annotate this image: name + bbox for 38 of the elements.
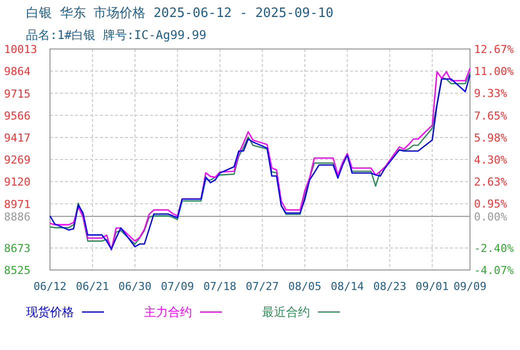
chart-title: 白银 华东 市场价格 2025-06-12 - 2025-09-10 [26, 6, 334, 21]
y-tick-label: 9566 [4, 109, 30, 122]
y-tick-label: 8886 [4, 210, 30, 224]
x-tick-label: 08/23 [373, 280, 406, 293]
y2-tick-label: -4.07% [474, 264, 514, 277]
chart-subtitle: 品名:1#白银 牌号:IC-Ag99.99 [26, 28, 206, 42]
y2-tick-label: 4.30% [474, 154, 508, 166]
x-tick-label: 06/21 [76, 280, 110, 293]
y-tick-label: 9417 [4, 132, 30, 145]
y2-tick-label: 5.98% [474, 131, 508, 144]
x-tick-label: 06/30 [118, 280, 152, 293]
y-tick-label: 8525 [4, 264, 30, 277]
x-tick-label: 08/05 [288, 280, 322, 293]
y2-tick-label: 12.67% [474, 43, 514, 56]
y2-tick-label: 9.33% [474, 87, 508, 100]
legend-label: 现货价格 [26, 305, 74, 319]
legend-label: 主力合约 [144, 305, 192, 319]
y-tick-label: 8971 [4, 198, 30, 211]
y2-tick-label: 0.95% [474, 198, 508, 211]
y-tick-label: 8673 [4, 242, 30, 256]
x-tick-label: 07/09 [160, 280, 194, 293]
x-tick-label: 06/12 [33, 280, 67, 293]
y2-tick-label: 2.63% [474, 176, 508, 189]
y2-tick-label: 11.00% [474, 65, 514, 78]
legend-label: 最近合约 [262, 305, 310, 319]
x-tick-label: 07/18 [203, 280, 236, 293]
y-tick-label: 9864 [4, 65, 31, 78]
x-tick-label: 08/14 [330, 280, 364, 293]
x-tick-label: 09/01 [416, 280, 449, 293]
x-tick-label: 09/09 [453, 280, 487, 293]
y-tick-label: 10013 [4, 43, 38, 56]
y-tick-label: 9120 [4, 176, 30, 189]
y2-tick-label: 0.00% [474, 210, 508, 224]
y-tick-label: 9715 [4, 87, 30, 100]
y2-tick-label: 7.65% [474, 109, 508, 122]
y-tick-label: 9269 [4, 154, 30, 166]
y2-tick-label: -2.40% [474, 242, 514, 255]
x-tick-label: 07/27 [246, 280, 279, 293]
